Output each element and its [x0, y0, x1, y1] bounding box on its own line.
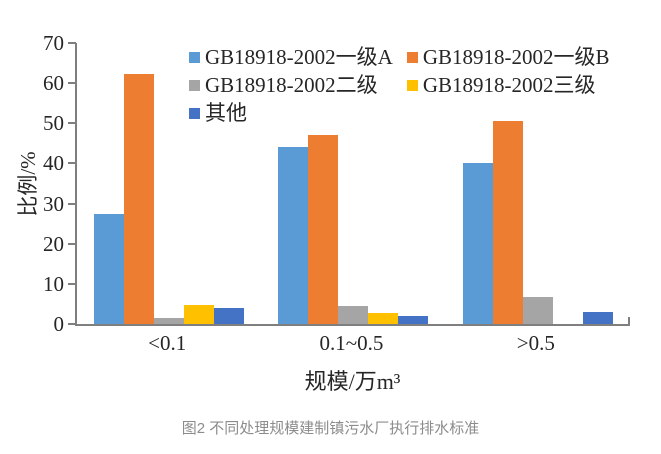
x-axis-title: 规模/万m³: [304, 369, 401, 394]
legend-label: GB18918-2002二级: [205, 73, 378, 98]
y-tick-label: 10: [43, 271, 64, 296]
legend-item: 其他: [189, 102, 393, 125]
bar: [94, 213, 125, 324]
legend: GB18918-2002一级A GB18918-2002一级B GB18918-20…: [189, 45, 610, 125]
y-tick-label: 60: [43, 71, 64, 96]
y-tick-label: 40: [43, 151, 64, 176]
legend-swatch-icon: [189, 108, 200, 120]
bar: [522, 296, 553, 324]
bar: [398, 315, 429, 324]
bar: [278, 147, 309, 324]
y-tick-mark: [68, 82, 76, 85]
y-tick-mark: [68, 282, 76, 285]
y-tick-label: 20: [43, 231, 64, 256]
bar: [368, 313, 399, 324]
bar: [582, 311, 613, 324]
x-axis-tick-labels: <0.1 0.1~0.5 >0.5: [75, 331, 630, 356]
x-tick-label: >0.5: [516, 331, 555, 355]
y-tick-label: 70: [43, 31, 64, 55]
legend-item: GB18918-2002一级B: [406, 45, 610, 69]
legend-swatch-icon: [189, 80, 200, 92]
legend-label: GB18918-2002一级A: [205, 45, 393, 69]
bar: [154, 317, 185, 324]
legend-label: GB18918-2002一级B: [422, 45, 610, 69]
bar-groups: [77, 43, 630, 324]
y-tick-mark: [68, 122, 76, 125]
x-axis-end-tick: [628, 317, 630, 324]
legend-item: GB18918-2002一级A: [189, 45, 393, 69]
x-tick-label: <0.1: [148, 331, 187, 355]
figure-caption: 图2 不同处理规模建制镇污水厂执行排水标准: [181, 420, 480, 437]
plot-area: GB18918-2002一级A GB18918-2002一级B GB18918-20…: [75, 43, 630, 326]
y-tick-label: 50: [43, 111, 64, 136]
bar: [184, 304, 215, 324]
y-tick-mark: [68, 162, 76, 165]
bar-group: [261, 43, 445, 324]
legend-swatch-icon: [189, 52, 200, 64]
bar: [492, 121, 523, 324]
bar: [308, 135, 339, 324]
y-tick-mark: [68, 323, 76, 325]
legend-item: GB18918-2002二级: [189, 73, 393, 98]
legend-item: GB18918-2002三级: [406, 73, 610, 98]
y-tick-label: 30: [43, 191, 64, 216]
y-tick-mark: [68, 242, 76, 245]
legend-label: GB18918-2002三级: [422, 73, 596, 98]
legend-swatch-icon: [406, 52, 418, 64]
legend-swatch-icon: [406, 80, 418, 92]
bar: [214, 308, 245, 324]
bar-group: [446, 43, 630, 324]
legend-label: 其他: [205, 101, 247, 126]
y-tick-mark: [68, 202, 76, 205]
y-tick-mark: [68, 42, 76, 44]
bar: [338, 305, 369, 324]
bar: [124, 73, 155, 324]
y-tick-label: 0: [53, 312, 65, 336]
bar-group: [77, 43, 261, 324]
bar: [462, 163, 493, 324]
x-tick-label: 0.1~0.5: [319, 331, 384, 355]
